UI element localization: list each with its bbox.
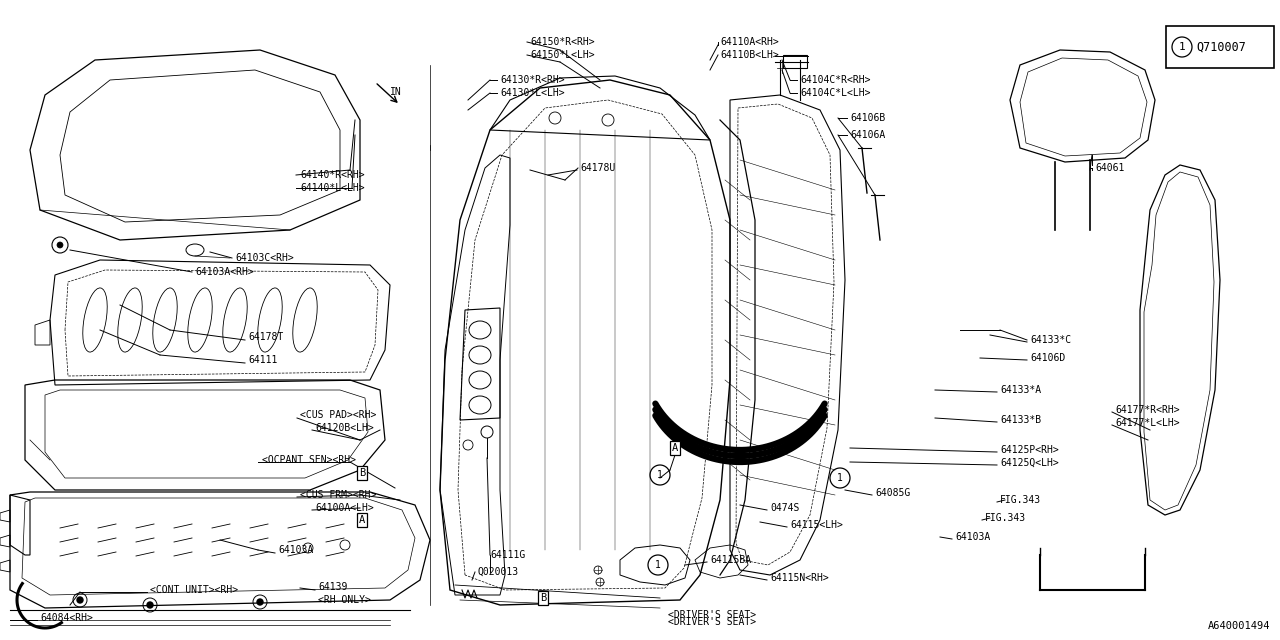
Text: 64140*R<RH>: 64140*R<RH>: [300, 170, 365, 180]
Text: 64100A<LH>: 64100A<LH>: [315, 503, 374, 513]
Text: <CUS FRM><RH>: <CUS FRM><RH>: [300, 490, 376, 500]
Text: IN: IN: [390, 87, 402, 97]
Text: <DRIVER'S SEAT>: <DRIVER'S SEAT>: [668, 617, 756, 627]
Text: 64140*L<LH>: 64140*L<LH>: [300, 183, 365, 193]
Text: 64103C<RH>: 64103C<RH>: [236, 253, 293, 263]
Text: 64178U: 64178U: [580, 163, 616, 173]
Text: FIG.343: FIG.343: [986, 513, 1027, 523]
Text: 64125P<RH>: 64125P<RH>: [1000, 445, 1059, 455]
Text: 1: 1: [1179, 42, 1185, 52]
Text: 64139: 64139: [317, 582, 347, 592]
Text: A640001494: A640001494: [1207, 621, 1270, 631]
Text: 64103A<RH>: 64103A<RH>: [195, 267, 253, 277]
Text: <CUS PAD><RH>: <CUS PAD><RH>: [300, 410, 376, 420]
Text: <OCPANT SEN><RH>: <OCPANT SEN><RH>: [262, 455, 356, 465]
Text: 1: 1: [655, 560, 660, 570]
Text: B: B: [540, 593, 547, 603]
Text: Q020013: Q020013: [477, 567, 520, 577]
Text: 64104C*R<RH>: 64104C*R<RH>: [800, 75, 870, 85]
Text: 64104C*L<LH>: 64104C*L<LH>: [800, 88, 870, 98]
Text: FIG.343: FIG.343: [1000, 495, 1041, 505]
Text: 64125Q<LH>: 64125Q<LH>: [1000, 458, 1059, 468]
Text: 64111: 64111: [248, 355, 278, 365]
Text: 64133*B: 64133*B: [1000, 415, 1041, 425]
Text: Q710007: Q710007: [1196, 40, 1245, 54]
Circle shape: [257, 599, 262, 605]
Text: B: B: [358, 468, 365, 478]
Text: 64120B<LH>: 64120B<LH>: [315, 423, 374, 433]
Text: 64150*R<RH>: 64150*R<RH>: [530, 37, 595, 47]
Text: 64130*L<LH>: 64130*L<LH>: [500, 88, 564, 98]
Text: 64115<LH>: 64115<LH>: [790, 520, 842, 530]
Text: 64110B<LH>: 64110B<LH>: [719, 50, 778, 60]
Text: 64130*R<RH>: 64130*R<RH>: [500, 75, 564, 85]
Text: 64178T: 64178T: [248, 332, 283, 342]
Text: 1: 1: [837, 473, 844, 483]
Circle shape: [77, 597, 83, 603]
Text: 64106D: 64106D: [1030, 353, 1065, 363]
Circle shape: [147, 602, 154, 608]
Text: <DRIVER'S SEAT>: <DRIVER'S SEAT>: [668, 610, 756, 620]
Text: 64133*C: 64133*C: [1030, 335, 1071, 345]
Text: 64103A: 64103A: [955, 532, 991, 542]
Text: <CONT UNIT><RH>: <CONT UNIT><RH>: [150, 585, 238, 595]
Text: 64106A: 64106A: [850, 130, 886, 140]
Text: 64150*L<LH>: 64150*L<LH>: [530, 50, 595, 60]
Text: 64111G: 64111G: [490, 550, 525, 560]
Text: 64133*A: 64133*A: [1000, 385, 1041, 395]
Text: A: A: [672, 443, 678, 453]
Text: 64177*R<RH>: 64177*R<RH>: [1115, 405, 1180, 415]
Circle shape: [58, 242, 63, 248]
Text: 64177*L<LH>: 64177*L<LH>: [1115, 418, 1180, 428]
Text: 64103A: 64103A: [278, 545, 314, 555]
Text: 64115N<RH>: 64115N<RH>: [771, 573, 828, 583]
Text: 64085G: 64085G: [876, 488, 910, 498]
Text: 64084<RH>: 64084<RH>: [40, 613, 93, 623]
Text: A: A: [358, 515, 365, 525]
Text: 1: 1: [657, 470, 663, 480]
Text: 0474S: 0474S: [771, 503, 800, 513]
Text: 64061: 64061: [1094, 163, 1124, 173]
Text: 64115BA: 64115BA: [710, 555, 751, 565]
Text: <RH ONLY>: <RH ONLY>: [317, 595, 371, 605]
Text: 64110A<RH>: 64110A<RH>: [719, 37, 778, 47]
Text: 64106B: 64106B: [850, 113, 886, 123]
